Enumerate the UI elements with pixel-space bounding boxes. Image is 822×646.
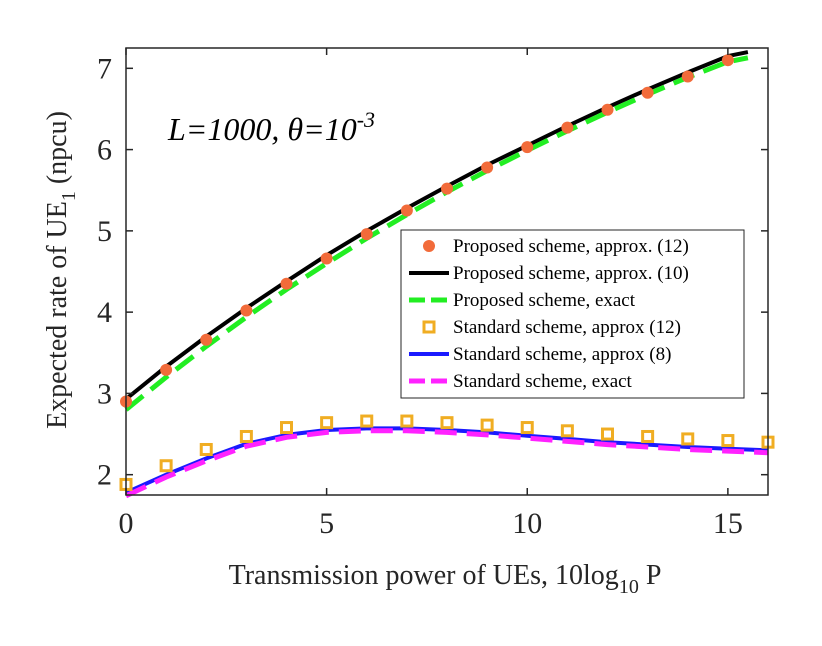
x-axis-label-sub: 10	[619, 576, 639, 598]
plot-layer	[119, 50, 775, 499]
series-3-point	[560, 424, 574, 438]
y-axis-label-sub: 1	[58, 191, 80, 201]
series-0-point	[240, 304, 253, 317]
series-0-point	[481, 161, 494, 174]
series-0-point	[400, 204, 413, 217]
y-tick-label: 4	[97, 296, 112, 329]
series-0-point	[681, 70, 694, 83]
legend-entry-label: Proposed scheme, approx. (10)	[453, 263, 689, 284]
legend-entry-label: Standard scheme, exact	[453, 371, 633, 392]
y-tick-label: 2	[97, 459, 112, 492]
series-0-point	[200, 333, 213, 346]
legend-entry-label: Standard scheme, approx (12)	[453, 317, 681, 338]
legend-entry-label: Proposed scheme, approx. (12)	[453, 236, 689, 257]
x-axis-label-tail: P	[639, 560, 662, 591]
legend: Proposed scheme, approx. (12) Proposed sc…	[400, 229, 745, 399]
y-tick-label: 6	[97, 134, 112, 167]
series-line-4	[125, 426, 769, 495]
series-3-point	[520, 421, 534, 435]
legend-marker	[422, 320, 436, 334]
chart-annotation-text: L=1000, θ=10	[167, 111, 357, 147]
series-0-point	[521, 141, 534, 154]
axes-box	[125, 47, 769, 496]
series-3-point	[440, 416, 454, 430]
legend-entry-label: Standard scheme, approx (8)	[453, 344, 671, 365]
series-0-point	[360, 228, 373, 241]
y-axis-label-text: Expected rate of UE	[42, 201, 73, 429]
series-0-point	[160, 363, 173, 376]
series-3-point	[320, 416, 334, 430]
series-3-point	[360, 414, 374, 428]
y-axis-label-tail: (npcu)	[42, 111, 73, 191]
x-tick-label: 15	[713, 507, 743, 540]
x-tick-label: 10	[512, 507, 542, 540]
x-tick-label: 0	[119, 507, 134, 540]
series-3-point	[280, 421, 293, 435]
legend-marker	[423, 240, 435, 252]
series-0-point	[280, 277, 293, 290]
series-3-point	[480, 418, 494, 432]
series-0-point	[641, 86, 654, 99]
y-tick-label: 5	[97, 215, 112, 248]
chart-annotation-sup: -3	[357, 107, 375, 132]
x-axis-label: Transmission power of UEs, 10log10 P	[229, 560, 662, 598]
series-3-point	[400, 414, 414, 428]
x-tick-label: 5	[319, 507, 334, 540]
series-3-point	[159, 459, 173, 473]
legend-entry-label: Proposed scheme, exact	[453, 290, 636, 311]
series-0-point	[441, 182, 453, 195]
series-3-point	[239, 429, 253, 443]
series-3-point	[681, 432, 695, 446]
series-0-point	[721, 54, 734, 67]
series-3-point	[721, 434, 735, 448]
series-line-5	[124, 428, 769, 499]
axes-layer: 0 5 10 15 2 3 4 5 6 7	[97, 47, 769, 540]
legend-box	[400, 229, 745, 399]
y-tick-label: 7	[97, 52, 112, 85]
y-tick-label: 3	[97, 377, 112, 410]
series-3-point	[641, 429, 655, 443]
series-0-point	[561, 121, 574, 134]
series-3-point	[601, 427, 614, 441]
series-0-point	[320, 252, 333, 265]
chart-annotation: L=1000, θ=10-3	[167, 107, 375, 147]
x-axis-label-text: Transmission power of UEs, 10log	[229, 560, 619, 591]
series-0-point	[601, 103, 614, 116]
series-3-point	[199, 442, 213, 456]
y-axis-label: Expected rate of UE1 (npcu)	[42, 111, 80, 429]
